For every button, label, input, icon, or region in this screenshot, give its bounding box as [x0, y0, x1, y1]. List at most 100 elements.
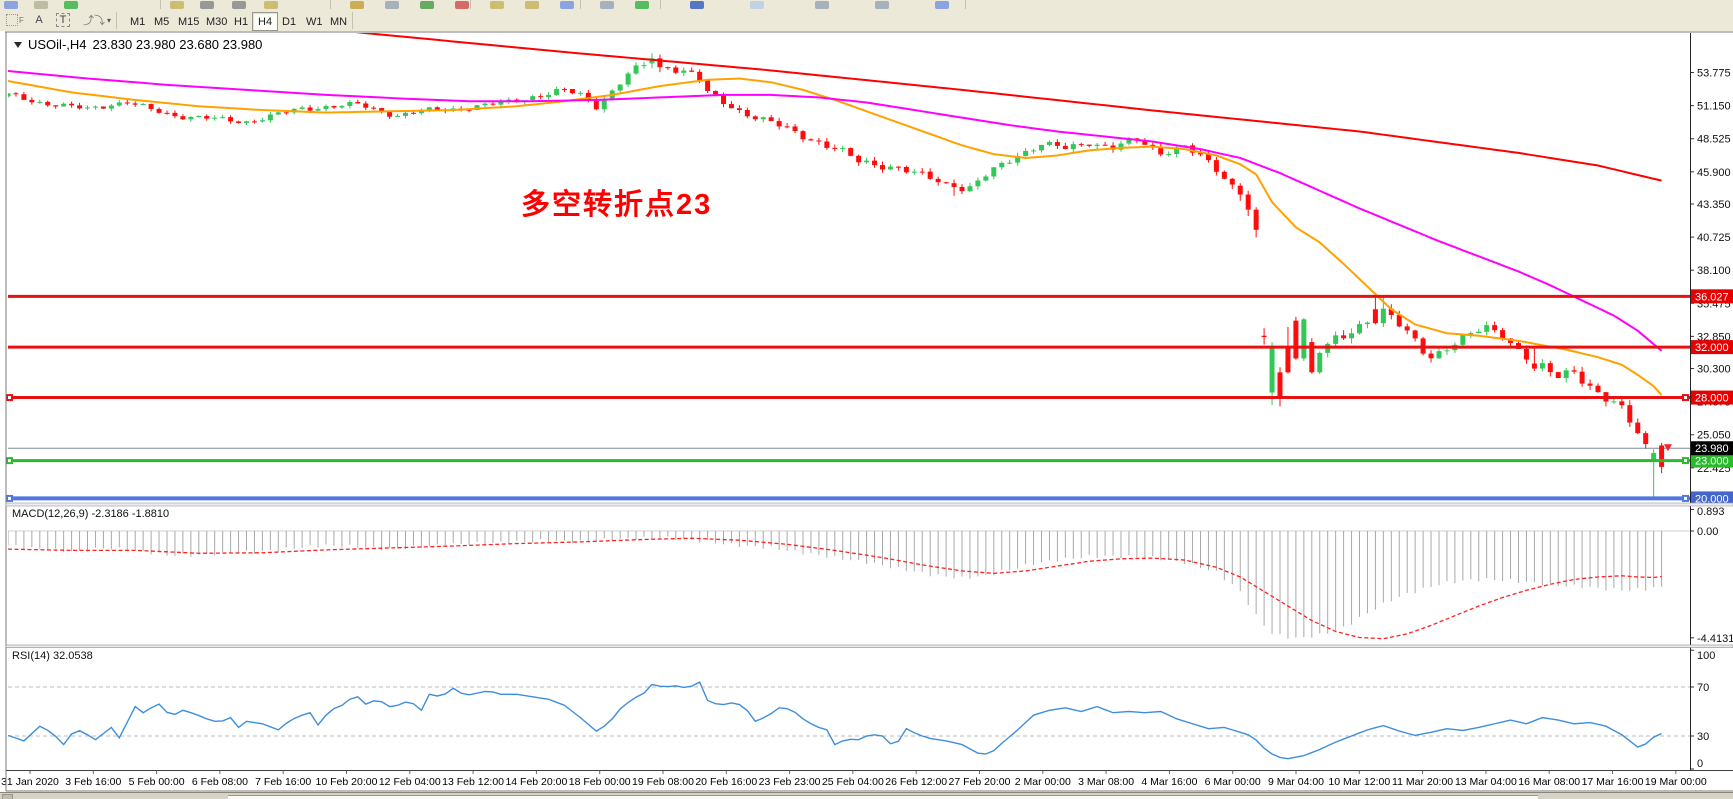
time-axis[interactable]: 31 Jan 2020 3 Feb 16:00 5 Feb 00:00 6 Feb 0… — [1, 770, 1707, 788]
toolbar-icon-stub[interactable] — [64, 1, 78, 9]
candle-body — [1555, 372, 1561, 378]
candle-body — [140, 104, 146, 106]
candle-body — [1571, 370, 1577, 372]
tf-button-m30[interactable]: M30 — [206, 15, 228, 28]
toolbar-icon-stub[interactable] — [34, 1, 48, 9]
textbox-tool-button[interactable]: T — [53, 12, 73, 28]
rsi-panel-separator[interactable] — [5, 644, 1733, 648]
candle-body — [959, 186, 965, 192]
candle-body — [251, 121, 257, 123]
candle-body — [530, 96, 536, 101]
candle-body — [872, 160, 878, 166]
candle-body — [633, 65, 639, 74]
candle-body — [228, 117, 234, 122]
candle-body — [935, 178, 941, 183]
candle-body — [13, 93, 19, 95]
candle-body — [768, 117, 774, 122]
template-profile-icon[interactable]: F — [3, 12, 27, 28]
candle-body — [1309, 342, 1315, 373]
time-tick-label: 10 Feb 20:00 — [316, 776, 378, 788]
toolbar-icon-stub[interactable] — [525, 1, 539, 9]
toolbar-icon-stub[interactable] — [935, 1, 949, 9]
candle-body — [840, 148, 846, 150]
candle-body — [601, 99, 607, 110]
tf-button-mn[interactable]: MN — [330, 15, 348, 28]
candle-body — [1301, 319, 1307, 359]
candle-body — [132, 103, 138, 105]
candle-body — [283, 112, 289, 114]
toolbar-icon-stub[interactable] — [200, 1, 214, 9]
tf-button-d1[interactable]: D1 — [282, 15, 297, 28]
rsi-indicator-label: RSI(14) 32.0538 — [12, 650, 93, 662]
chart-text-annotation[interactable]: 多空转折点23 — [521, 189, 713, 221]
toolbar-icon-stub[interactable] — [875, 1, 889, 9]
line-handle-center — [8, 496, 11, 500]
toolbar-icon-stub[interactable] — [750, 1, 764, 9]
candle-body — [1611, 401, 1617, 403]
chart-tab-stub[interactable] — [2, 794, 13, 799]
price-axis[interactable]: 53.775 51.150 48.525 45.900 43.350 40.725 38.1… — [1690, 68, 1733, 770]
time-tick-label: 2 Mar 00:00 — [1015, 776, 1071, 788]
tf-button-w1[interactable]: W1 — [306, 15, 323, 28]
toolbar-icon-stub[interactable] — [350, 1, 364, 9]
chart-background — [0, 31, 1733, 792]
collapse-triangle-icon[interactable] — [14, 41, 22, 48]
candle-body — [1237, 185, 1243, 195]
toolbar-icon-stub[interactable] — [635, 1, 649, 9]
font-tool-button[interactable]: A — [29, 12, 49, 28]
candle-body — [593, 99, 599, 110]
tf-button-h4[interactable]: H4 — [252, 12, 279, 31]
toolbar-icon-stub[interactable] — [232, 1, 246, 9]
tf-button-m5[interactable]: M5 — [154, 15, 170, 28]
candle-body — [1349, 333, 1355, 339]
toolbar-icon-stub[interactable] — [4, 1, 18, 9]
toolbar-icon-stub[interactable] — [815, 1, 829, 9]
candle-body — [180, 116, 186, 120]
toolbar-icon-stub[interactable] — [490, 1, 504, 9]
arrow-objects-dropdown[interactable]: ⤴⤵ ▾ — [80, 12, 114, 28]
tf-button-h1[interactable]: H1 — [234, 15, 249, 28]
time-tick-label: 19 Feb 08:00 — [632, 776, 694, 788]
candle-body — [824, 141, 830, 148]
candle-body — [212, 117, 218, 119]
time-tick-label: 9 Mar 04:00 — [1268, 776, 1324, 788]
macd-bars — [8, 531, 1663, 639]
candle-body — [395, 115, 401, 117]
candle-body — [1102, 144, 1108, 146]
candle-body — [903, 166, 909, 173]
candle-body — [1245, 194, 1251, 210]
candle-body — [196, 116, 202, 118]
candle-body — [164, 112, 170, 114]
candle-body — [1500, 330, 1506, 339]
toolbar-icon-stub[interactable] — [690, 1, 704, 9]
toolbar-icon-stub[interactable] — [385, 1, 399, 9]
time-tick-label: 20 Feb 16:00 — [695, 776, 757, 788]
candle-body — [124, 102, 130, 104]
toolbar-icon-stub[interactable] — [455, 1, 469, 9]
candle-body — [259, 120, 265, 122]
candle-body — [665, 67, 671, 69]
candle-body — [1412, 330, 1418, 339]
toolbar-icon-stub[interactable] — [420, 1, 434, 9]
time-tick-label: 3 Mar 08:00 — [1078, 776, 1134, 788]
toolbar-icon-stub[interactable] — [170, 1, 184, 9]
macd-name: MACD(12,26,9) — [12, 508, 89, 520]
candle-body — [1285, 348, 1291, 373]
macd-panel-separator[interactable] — [5, 502, 1733, 507]
candle-body — [307, 107, 313, 111]
tf-button-m1[interactable]: M1 — [130, 15, 146, 28]
candle-body — [1118, 143, 1124, 150]
candle-body — [1357, 324, 1362, 334]
candle-body — [1078, 144, 1084, 146]
level-price-box-20.000 — [1691, 491, 1733, 506]
tf-button-m15[interactable]: M15 — [178, 15, 200, 28]
toolbar-separator — [330, 0, 331, 9]
candle-body — [967, 186, 973, 192]
candle-body — [673, 67, 679, 73]
toolbar-icon-stub[interactable] — [560, 1, 574, 9]
candle-body — [490, 103, 496, 105]
toolbar-icon-stub[interactable] — [600, 1, 614, 9]
toolbar-icon-stub[interactable] — [264, 1, 278, 9]
candle-body — [1261, 335, 1267, 338]
candle-body — [1198, 152, 1203, 155]
